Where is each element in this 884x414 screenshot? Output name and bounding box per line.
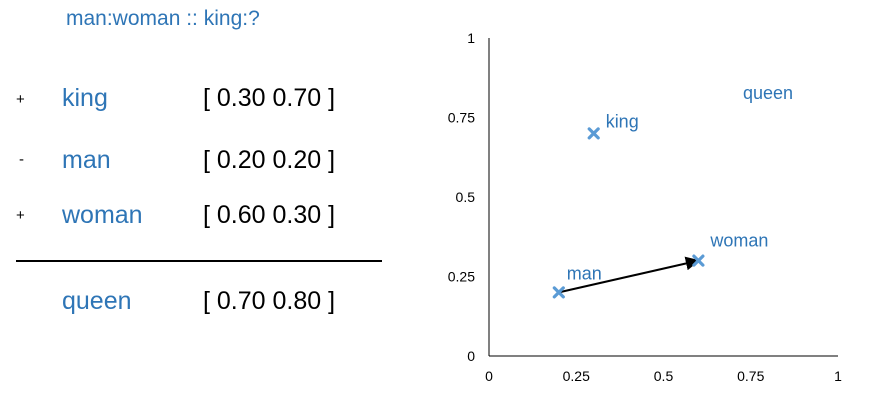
row-word-woman: woman: [62, 201, 143, 229]
y-tick-label: 0.75: [448, 110, 475, 126]
x-tick-labels: 0 0.25 0.5 0.75 1: [485, 368, 842, 384]
point-label-queen: queen: [743, 83, 793, 103]
point-label-woman: woman: [709, 231, 768, 251]
row-op-plus: +: [16, 91, 25, 108]
row-vector-man: [ 0.20 0.20 ]: [203, 146, 336, 174]
data-points: king man woman queen: [552, 83, 793, 299]
row-vector-woman: [ 0.60 0.30 ]: [203, 201, 336, 229]
row-op-minus: -: [19, 151, 24, 168]
x-tick-label: 0.5: [654, 368, 674, 384]
row-word-man: man: [62, 146, 111, 174]
row-vector-king: [ 0.30 0.70 ]: [203, 84, 336, 112]
y-tick-label: 0: [467, 348, 475, 364]
vector-arrows: [558, 256, 700, 294]
point-label-king: king: [606, 111, 639, 131]
x-tick-label: 1: [834, 368, 842, 384]
point-marker-woman: [692, 254, 705, 267]
row-word-king: king: [62, 84, 108, 112]
y-tick-label: 0.5: [456, 189, 476, 205]
row-op-plus: +: [16, 207, 25, 224]
y-tick-label: 0.25: [448, 269, 475, 285]
x-tick-label: 0.25: [563, 368, 590, 384]
analogy-title: man:woman :: king:?: [66, 7, 260, 30]
result-word-queen: queen: [62, 287, 132, 315]
point-marker-man: [552, 286, 565, 299]
x-tick-label: 0.75: [737, 368, 764, 384]
point-label-man: man: [567, 263, 602, 283]
x-tick-label: 0: [485, 368, 493, 384]
y-tick-labels: 0 0.25 0.5 0.75 1: [448, 30, 475, 364]
sum-divider: [16, 260, 382, 262]
y-tick-label: 1: [467, 30, 475, 46]
vector-arrow-man-woman: [558, 256, 700, 294]
result-vector-queen: [ 0.70 0.80 ]: [203, 287, 336, 315]
point-marker-king: [587, 127, 600, 140]
